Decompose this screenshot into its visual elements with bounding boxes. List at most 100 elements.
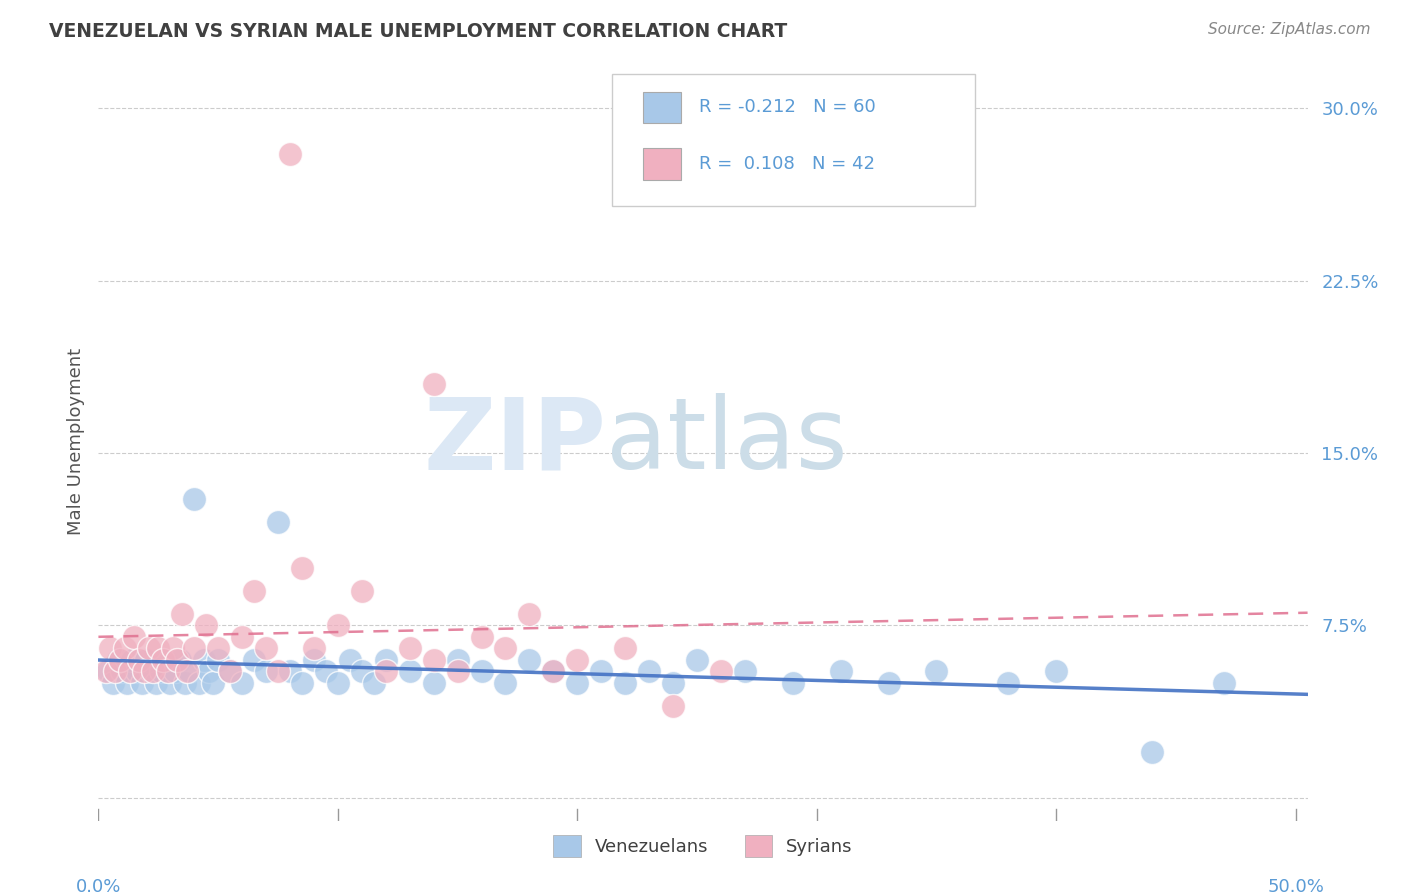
Point	[363, 675, 385, 690]
Point	[172, 607, 194, 621]
Point	[495, 675, 517, 690]
Point	[159, 675, 181, 690]
Point	[195, 618, 218, 632]
Text: ZIP: ZIP	[423, 393, 606, 490]
Point	[291, 561, 314, 575]
Point	[173, 675, 195, 690]
Point	[470, 665, 492, 679]
FancyBboxPatch shape	[643, 148, 682, 180]
Point	[219, 665, 242, 679]
Point	[997, 675, 1019, 690]
Point	[107, 653, 129, 667]
Point	[183, 641, 205, 656]
Text: atlas: atlas	[606, 393, 848, 490]
Point	[118, 665, 141, 679]
Point	[326, 618, 349, 632]
Point	[614, 675, 637, 690]
Point	[121, 653, 143, 667]
Point	[470, 630, 492, 644]
Point	[111, 665, 134, 679]
Point	[422, 675, 444, 690]
Y-axis label: Male Unemployment: Male Unemployment	[66, 348, 84, 535]
Text: 0.0%: 0.0%	[76, 878, 121, 892]
Point	[398, 641, 420, 656]
Point	[124, 630, 146, 644]
Point	[115, 675, 138, 690]
Point	[339, 653, 361, 667]
Point	[302, 641, 325, 656]
Point	[101, 675, 124, 690]
Point	[138, 641, 160, 656]
Point	[94, 665, 117, 679]
Point	[254, 665, 277, 679]
Point	[567, 653, 589, 667]
Point	[156, 665, 179, 679]
FancyBboxPatch shape	[613, 74, 976, 207]
Point	[100, 641, 122, 656]
FancyBboxPatch shape	[643, 92, 682, 123]
Point	[135, 653, 157, 667]
Text: R =  0.108   N = 42: R = 0.108 N = 42	[699, 155, 876, 173]
Point	[925, 665, 948, 679]
Point	[149, 665, 172, 679]
Point	[142, 665, 165, 679]
Point	[145, 675, 167, 690]
Point	[197, 665, 219, 679]
Point	[278, 665, 301, 679]
Point	[128, 653, 150, 667]
Point	[374, 653, 396, 667]
Point	[207, 641, 229, 656]
Point	[302, 653, 325, 667]
Point	[243, 583, 266, 598]
Text: 50.0%: 50.0%	[1267, 878, 1324, 892]
Point	[782, 675, 804, 690]
Point	[398, 665, 420, 679]
Point	[830, 665, 852, 679]
Point	[326, 675, 349, 690]
Legend: Venezuelans, Syrians: Venezuelans, Syrians	[546, 828, 860, 864]
Point	[114, 641, 136, 656]
Point	[132, 665, 155, 679]
Point	[163, 665, 186, 679]
Point	[350, 665, 373, 679]
Point	[662, 698, 685, 713]
Point	[1045, 665, 1067, 679]
Point	[125, 665, 148, 679]
Point	[219, 665, 242, 679]
Point	[166, 653, 188, 667]
Point	[543, 665, 565, 679]
Point	[162, 641, 184, 656]
Point	[1140, 745, 1163, 759]
Text: Source: ZipAtlas.com: Source: ZipAtlas.com	[1208, 22, 1371, 37]
Point	[734, 665, 756, 679]
Point	[686, 653, 709, 667]
Point	[350, 583, 373, 598]
Point	[97, 665, 120, 679]
Point	[877, 675, 900, 690]
Point	[139, 665, 162, 679]
Point	[1212, 675, 1234, 690]
Point	[662, 675, 685, 690]
Point	[267, 665, 290, 679]
Point	[179, 665, 201, 679]
Point	[446, 665, 468, 679]
Point	[176, 665, 198, 679]
Point	[591, 665, 613, 679]
Point	[202, 675, 225, 690]
Point	[254, 641, 277, 656]
Point	[422, 377, 444, 392]
Point	[155, 653, 177, 667]
Point	[183, 491, 205, 506]
Point	[188, 675, 211, 690]
Text: R = -0.212   N = 60: R = -0.212 N = 60	[699, 98, 876, 116]
Point	[148, 641, 170, 656]
Point	[104, 665, 127, 679]
Point	[278, 147, 301, 161]
Point	[243, 653, 266, 667]
Point	[291, 675, 314, 690]
Point	[374, 665, 396, 679]
Point	[495, 641, 517, 656]
Point	[193, 653, 215, 667]
Point	[207, 653, 229, 667]
Point	[108, 653, 131, 667]
